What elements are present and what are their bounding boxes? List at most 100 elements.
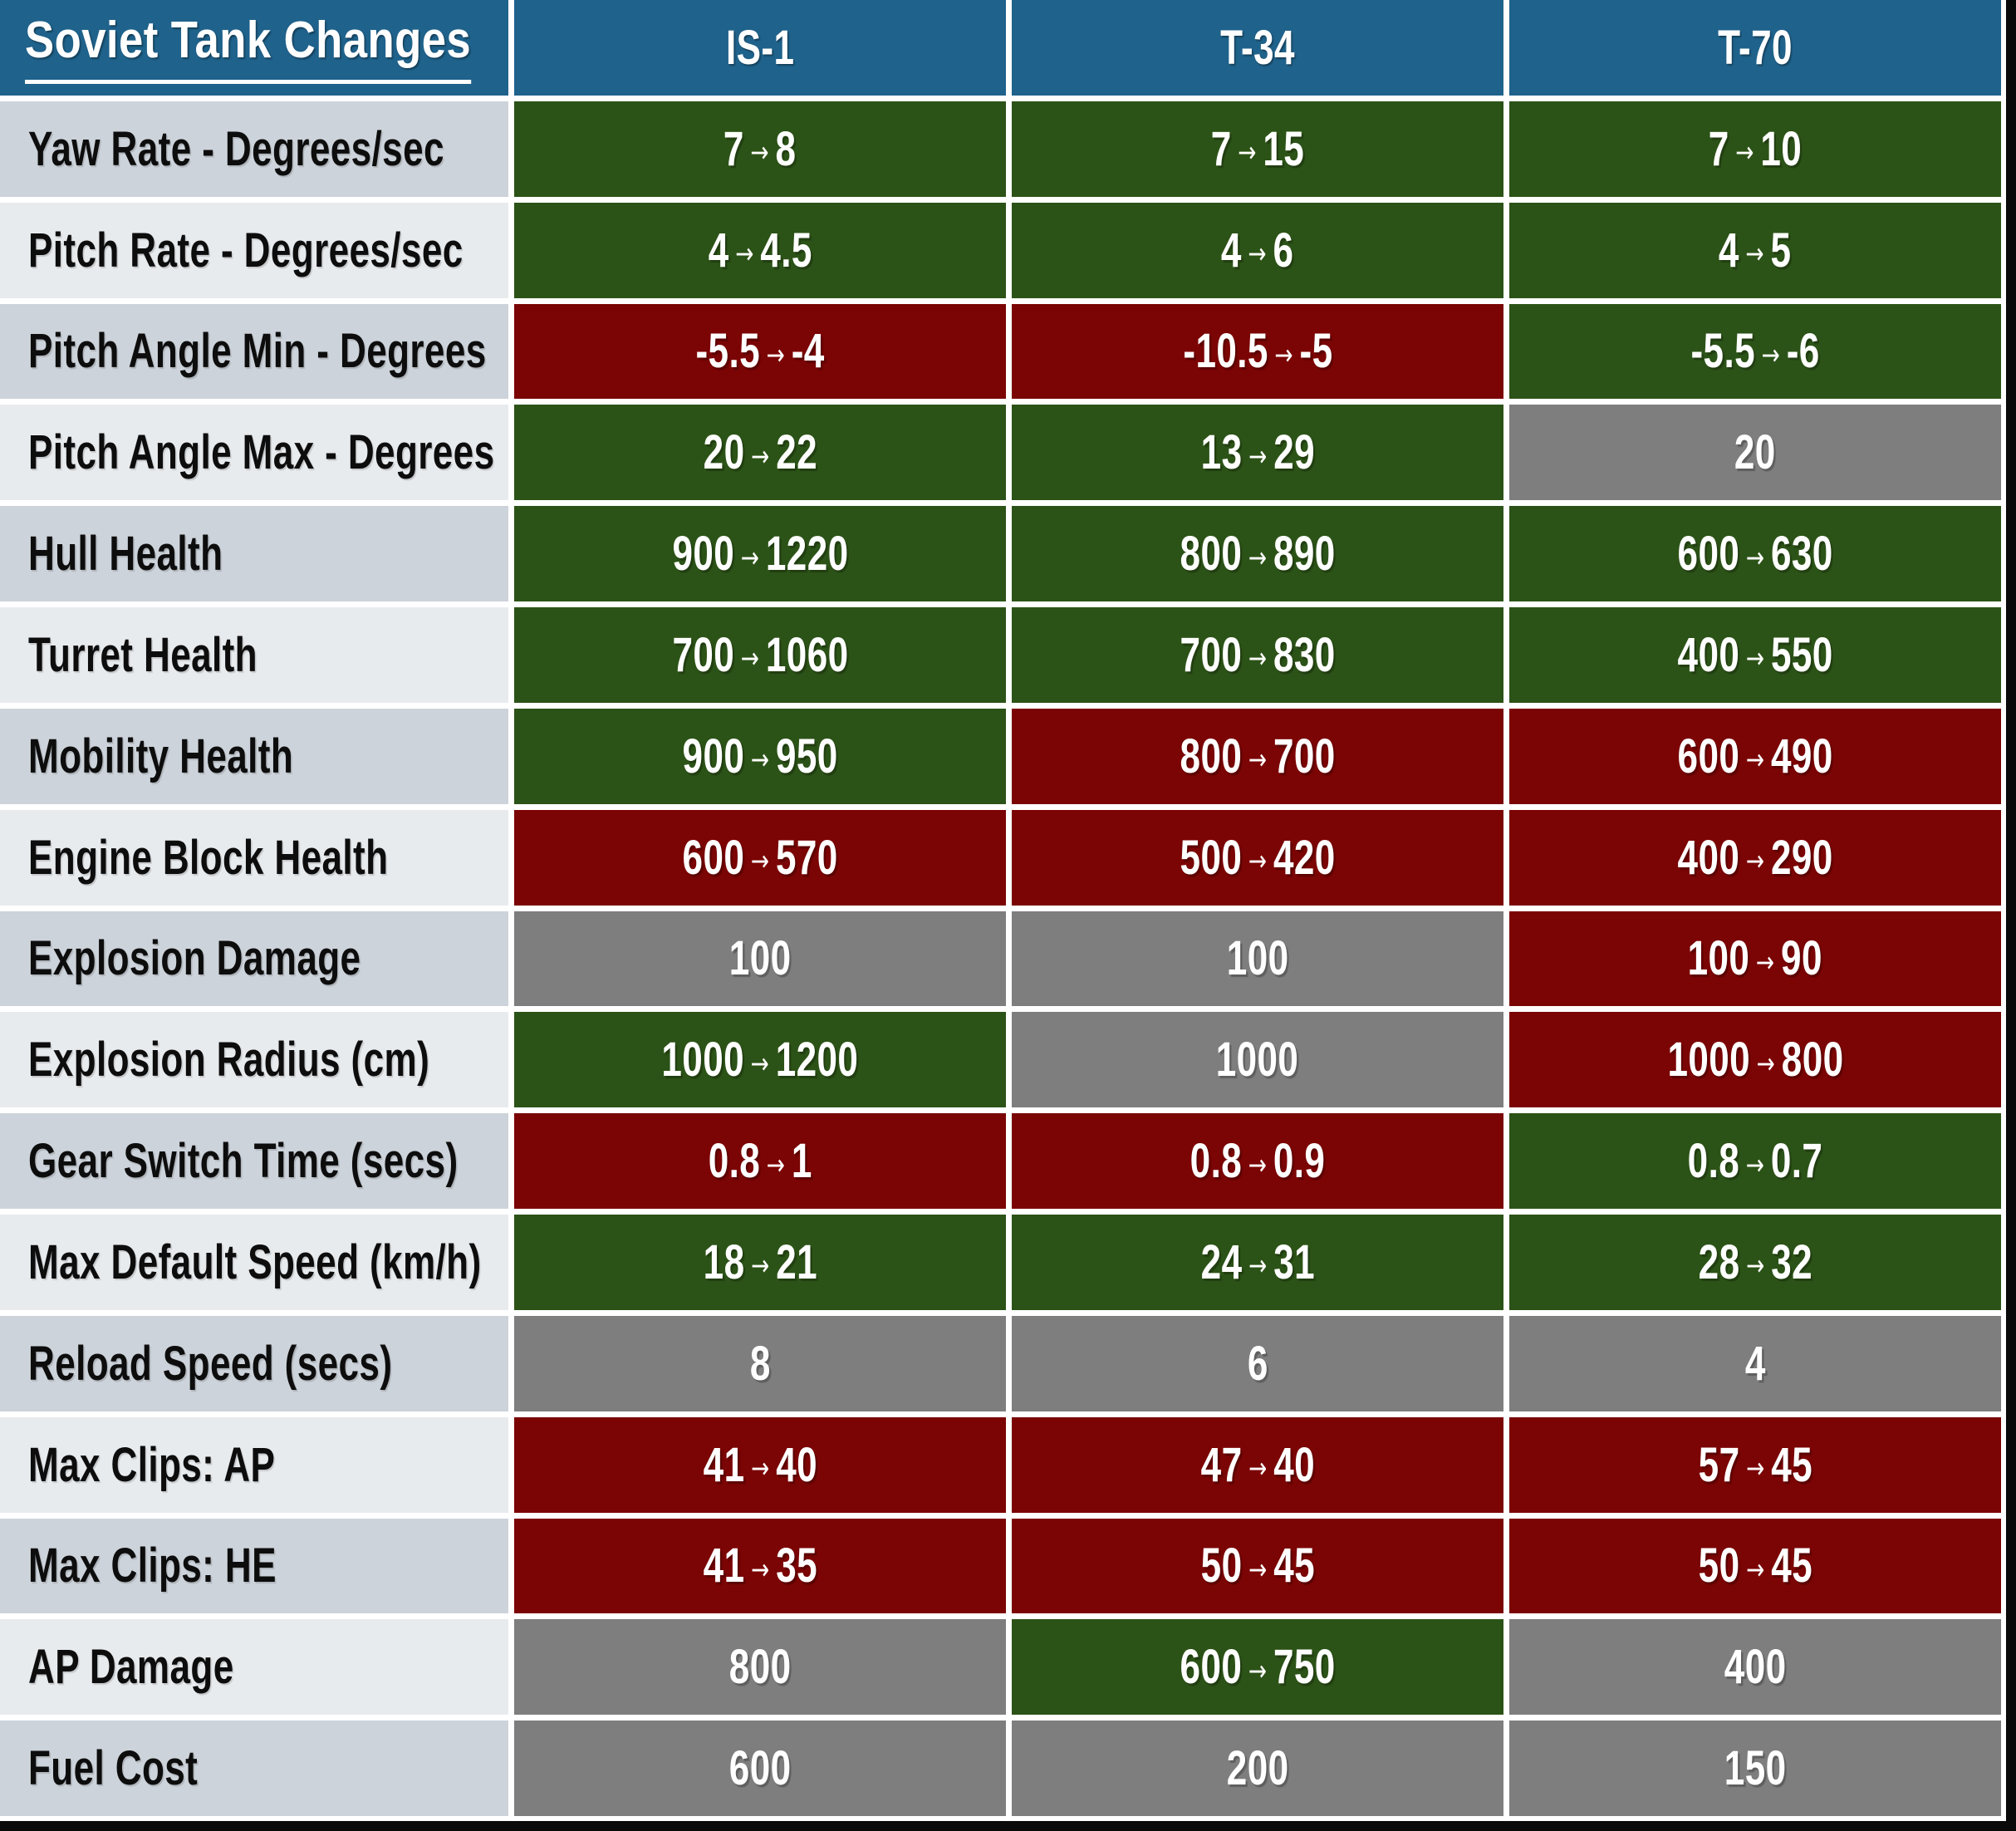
change-arrow-icon: → — [750, 136, 770, 170]
change-arrow-icon: → — [1248, 439, 1268, 474]
change-arrow-icon: → — [1248, 845, 1268, 879]
value-cell: 600 → 750 — [1012, 1619, 1503, 1716]
value-cell: 4 — [1509, 1315, 2001, 1411]
change-arrow-icon: → — [1745, 845, 1765, 879]
value-cell: 1000 → 800 — [1509, 1012, 2001, 1108]
change-arrow-icon: → — [750, 1553, 770, 1587]
change-arrow-icon: → — [1248, 1148, 1268, 1182]
value-cell: 1000 → 1200 — [514, 1012, 1006, 1108]
value-cell: 800 — [514, 1619, 1006, 1716]
change-arrow-icon: → — [766, 338, 786, 372]
value-cell: 600 → 630 — [1509, 506, 2001, 601]
table-title: Soviet Tank Changes — [25, 11, 472, 85]
row-label-pitch-angle-max: Pitch Angle Max - Degrees — [0, 405, 508, 501]
value-cell: 100 → 90 — [1509, 911, 2001, 1007]
change-arrow-icon: → — [1745, 1553, 1765, 1587]
row-label-reload-speed: Reload Speed (secs) — [0, 1315, 508, 1411]
change-arrow-icon: → — [1761, 338, 1781, 372]
value-cell: 20 → 22 — [514, 405, 1006, 501]
value-cell: 18 → 21 — [514, 1215, 1006, 1310]
change-arrow-icon: → — [1248, 238, 1268, 272]
value-cell: 600 — [514, 1721, 1006, 1816]
change-arrow-icon: → — [1238, 136, 1257, 170]
value-cell: 6 — [1012, 1315, 1503, 1411]
row-label-yaw-rate: Yaw Rate - Degrees/sec — [0, 101, 508, 197]
change-arrow-icon: → — [1248, 744, 1268, 778]
change-arrow-icon: → — [1756, 945, 1775, 979]
change-arrow-icon: → — [1248, 1249, 1268, 1284]
value-cell: 900 → 950 — [514, 708, 1006, 804]
change-arrow-icon: → — [1248, 1654, 1268, 1688]
change-arrow-icon: → — [1745, 1249, 1765, 1284]
change-arrow-icon: → — [750, 744, 770, 778]
change-arrow-icon: → — [750, 1249, 770, 1284]
change-arrow-icon: → — [740, 642, 759, 676]
change-arrow-icon: → — [750, 1047, 770, 1081]
change-arrow-icon: → — [1248, 1553, 1268, 1587]
value-cell: 0.8 → 0.7 — [1509, 1113, 2001, 1209]
change-arrow-icon: → — [734, 238, 754, 272]
column-header-label: IS-1 — [725, 20, 795, 75]
value-cell: 4 → 5 — [1509, 202, 2001, 298]
change-arrow-icon: → — [750, 1452, 770, 1486]
change-arrow-icon: → — [750, 439, 770, 474]
value-cell: 0.8 → 1 — [514, 1113, 1006, 1209]
change-arrow-icon: → — [1248, 1452, 1268, 1486]
row-label-ap-damage: AP Damage — [0, 1619, 508, 1716]
value-cell: 500 → 420 — [1012, 809, 1503, 906]
change-arrow-icon: → — [766, 1148, 786, 1182]
change-arrow-icon: → — [1248, 642, 1268, 676]
value-cell: 200 — [1012, 1721, 1503, 1816]
value-cell: 47 → 40 — [1012, 1416, 1503, 1513]
value-cell: 50 → 45 — [1509, 1518, 2001, 1614]
row-label-engine-block-health: Engine Block Health — [0, 809, 508, 906]
row-label-explosion-damage: Explosion Damage — [0, 911, 508, 1007]
value-cell: 41 → 35 — [514, 1518, 1006, 1614]
row-label-max-clips-he: Max Clips: HE — [0, 1518, 508, 1614]
value-cell: 50 → 45 — [1012, 1518, 1503, 1614]
change-arrow-icon: → — [1745, 1148, 1765, 1182]
value-cell: 28 → 32 — [1509, 1215, 2001, 1310]
right-edge-bar — [2006, 0, 2016, 1831]
value-cell: 700 → 830 — [1012, 607, 1503, 703]
change-arrow-icon: → — [740, 541, 759, 575]
value-cell: 600 → 490 — [1509, 708, 2001, 804]
row-label-mobility-health: Mobility Health — [0, 708, 508, 804]
change-arrow-icon: → — [1745, 541, 1765, 575]
value-cell: 800 → 890 — [1012, 506, 1503, 601]
value-cell: 13 → 29 — [1012, 405, 1503, 501]
change-arrow-icon: → — [1735, 136, 1754, 170]
bottom-edge-bar — [0, 1821, 2016, 1831]
change-arrow-icon: → — [1745, 642, 1765, 676]
row-label-hull-health: Hull Health — [0, 506, 508, 601]
value-cell: 57 → 45 — [1509, 1416, 2001, 1513]
column-header-is1: IS-1 — [514, 0, 1006, 96]
value-cell: 600 → 570 — [514, 809, 1006, 906]
value-cell: 100 — [1012, 911, 1503, 1007]
value-cell: 400 — [1509, 1619, 2001, 1716]
value-cell: 4 → 4.5 — [514, 202, 1006, 298]
change-arrow-icon: → — [1248, 541, 1268, 575]
value-cell: -5.5 → -6 — [1509, 303, 2001, 400]
value-cell: 4 → 6 — [1012, 202, 1503, 298]
row-label-turret-health: Turret Health — [0, 607, 508, 703]
value-cell: 100 — [514, 911, 1006, 1007]
change-arrow-icon: → — [750, 845, 770, 879]
value-cell: 150 — [1509, 1721, 2001, 1816]
value-cell: 7 → 15 — [1012, 101, 1503, 197]
value-cell: 400 → 290 — [1509, 809, 2001, 906]
row-label-max-clips-ap: Max Clips: AP — [0, 1416, 508, 1513]
row-label-max-default-speed: Max Default Speed (km/h) — [0, 1215, 508, 1310]
value-cell: 41 → 40 — [514, 1416, 1006, 1513]
row-label-gear-switch-time: Gear Switch Time (secs) — [0, 1113, 508, 1209]
column-header-label: T-70 — [1718, 20, 1793, 75]
value-cell: 7 → 8 — [514, 101, 1006, 197]
value-cell: 8 — [514, 1315, 1006, 1411]
value-cell: 800 → 700 — [1012, 708, 1503, 804]
value-cell: 0.8 → 0.9 — [1012, 1113, 1503, 1209]
change-arrow-icon: → — [1745, 1452, 1765, 1486]
value-cell: 20 — [1509, 405, 2001, 501]
value-cell: 24 → 31 — [1012, 1215, 1503, 1310]
